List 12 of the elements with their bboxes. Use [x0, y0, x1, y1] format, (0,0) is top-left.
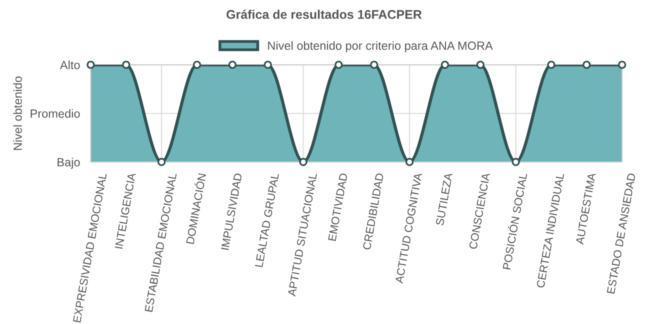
y-axis-title: Nivel obtenido [13, 76, 22, 150]
x-tick-label: ACTITUD COGNITIVA [395, 172, 422, 284]
x-tick-label: POSICIÓN SOCIAL [500, 172, 528, 270]
x-tick-label: CERTEZA INDIVIDUAL [536, 172, 564, 288]
x-tick-label: ESTADO DE ANSIEDAD [606, 172, 636, 294]
x-tick-label: SUTILEZA [436, 172, 453, 226]
x-tick-label: LEALTAD GRUPAL [254, 172, 280, 268]
text: Bajo [58, 158, 80, 169]
text: Promedio [30, 109, 80, 118]
legend-label: Nivel obtenido por criterio para ANA MORA [268, 41, 493, 52]
chart-title: Gráfica de resultados 16FACPER [226, 10, 422, 19]
text: Alto [60, 60, 80, 70]
